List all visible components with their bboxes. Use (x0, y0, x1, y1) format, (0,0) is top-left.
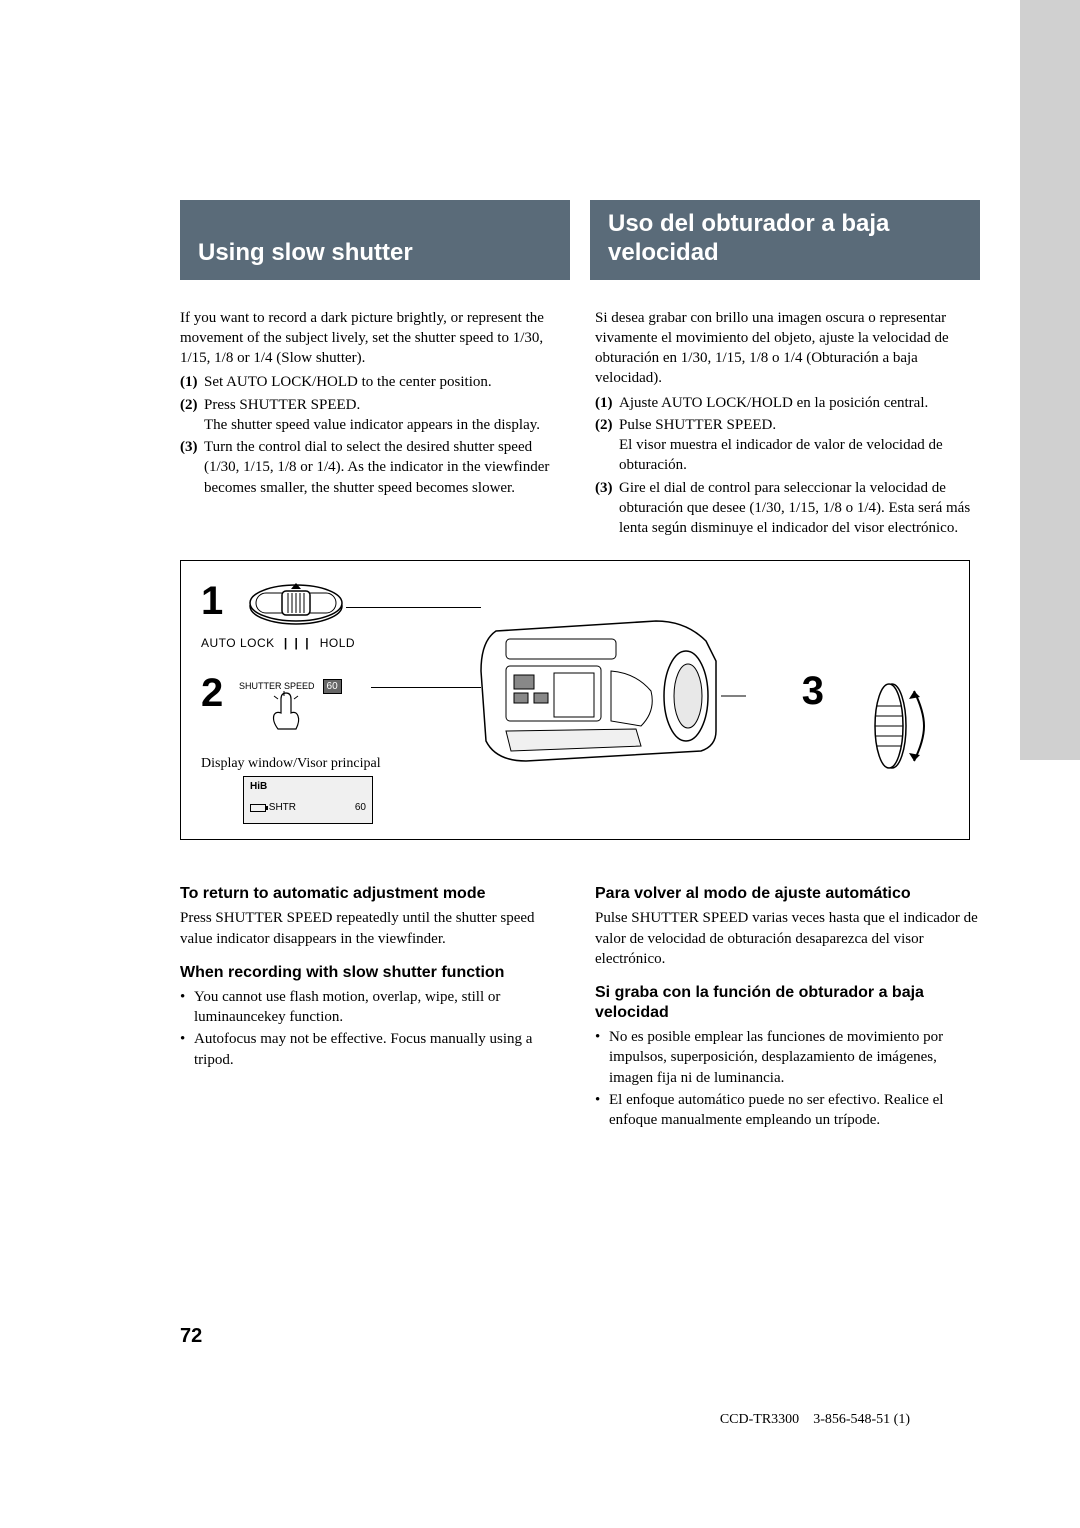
step-num: (3) (595, 478, 619, 539)
page-content: Using slow shutter Uso del obturador a b… (0, 0, 1080, 1132)
battery-icon (250, 804, 266, 812)
control-dial-icon (864, 671, 934, 781)
bullet-text: Autofocus may not be effective. Focus ma… (194, 1029, 565, 1070)
step: (2) Press SHUTTER SPEED. The shutter spe… (180, 395, 565, 436)
switch-label-right: HOLD (320, 636, 355, 650)
subheading: To return to automatic adjustment mode (180, 884, 565, 904)
step: (1) Set AUTO LOCK/HOLD to the center pos… (180, 372, 565, 392)
step-body: Pulse SHUTTER SPEED. El visor muestra el… (619, 415, 980, 476)
step-num: (3) (180, 437, 204, 498)
title-left: Using slow shutter (180, 200, 570, 280)
list-item: You cannot use flash motion, overlap, wi… (180, 987, 565, 1028)
subheading: Para volver al modo de ajuste automático (595, 884, 980, 904)
lcd-display: HiB SHTR 60 (243, 776, 373, 824)
step: (3) Gire el dial de control para selecci… (595, 478, 980, 539)
step-num: (1) (180, 372, 204, 392)
title-right: Uso del obturador a baja velocidad (590, 200, 980, 280)
sub-body: Press SHUTTER SPEED repeatedly until the… (180, 908, 565, 949)
step-body-b: El visor muestra el indicador de valor d… (619, 437, 943, 473)
step: (3) Turn the control dial to select the … (180, 437, 565, 498)
title-left-text: Using slow shutter (198, 239, 413, 268)
intro-right: Si desea grabar con brillo una imagen os… (595, 308, 980, 389)
step: (1) Ajuste AUTO LOCK/HOLD en la posición… (595, 393, 980, 413)
hand-press-icon (266, 691, 306, 741)
step-body-a: Pulse SHUTTER SPEED. (619, 417, 776, 433)
diagram-step-1: 1 (201, 579, 223, 624)
title-row: Using slow shutter Uso del obturador a b… (180, 200, 980, 280)
step-body: Ajuste AUTO LOCK/HOLD en la posición cen… (619, 393, 980, 413)
lcd-hi8: HiB (250, 781, 366, 792)
side-tab (1020, 0, 1080, 760)
footer-code: 3-856-548-51 (1) (813, 1412, 910, 1427)
step-num: (2) (595, 415, 619, 476)
step-body: Turn the control dial to select the desi… (204, 437, 565, 498)
switch-icon (246, 581, 346, 631)
shutter-value-box: 60 (323, 679, 342, 694)
step-body-a: Press SHUTTER SPEED. (204, 397, 360, 413)
subheading: When recording with slow shutter functio… (180, 963, 565, 983)
lcd-60: 60 (355, 802, 366, 813)
intro-columns: If you want to record a dark picture bri… (180, 308, 980, 541)
shutter-speed-label: SHUTTER SPEED (239, 681, 315, 691)
bullet-text: You cannot use flash motion, overlap, wi… (194, 987, 565, 1028)
footer-model: CCD-TR3300 (720, 1412, 799, 1427)
step-body: Set AUTO LOCK/HOLD to the center positio… (204, 372, 565, 392)
switch-label: AUTO LOCK | | | HOLD (201, 636, 355, 650)
list-item: Autofocus may not be effective. Focus ma… (180, 1029, 565, 1070)
col-right-lower: Para volver al modo de ajuste automático… (595, 870, 980, 1132)
step-num: (1) (595, 393, 619, 413)
title-right-text: Uso del obturador a baja velocidad (608, 210, 889, 266)
subheading: Si graba con la función de obturador a b… (595, 983, 980, 1023)
step-body-b: The shutter speed value indicator appear… (204, 417, 540, 433)
lcd-shtr: SHTR (269, 802, 296, 813)
instruction-diagram: 1 AUTO LOCK | | | HOLD 2 SHUTTER SPEED 6… (180, 560, 970, 840)
col-right: Si desea grabar con brillo una imagen os… (595, 308, 980, 541)
list-item: El enfoque automático puede no ser efect… (595, 1090, 980, 1131)
step-num: (2) (180, 395, 204, 436)
list-item: No es posible emplear las funciones de m… (595, 1027, 980, 1088)
step: (2) Pulse SHUTTER SPEED. El visor muestr… (595, 415, 980, 476)
page-number: 72 (180, 1325, 202, 1348)
diagram-step-2: 2 (201, 671, 223, 716)
col-left: If you want to record a dark picture bri… (180, 308, 565, 541)
intro-left: If you want to record a dark picture bri… (180, 308, 565, 369)
switch-label-left: AUTO LOCK (201, 636, 275, 650)
bullet-text: No es posible emplear las funciones de m… (609, 1027, 980, 1088)
footer-text: CCD-TR3300 3-856-548-51 (1) (720, 1412, 910, 1428)
camcorder-illustration (456, 601, 746, 781)
lower-columns: To return to automatic adjustment mode P… (180, 870, 980, 1132)
bullet-text: El enfoque automático puede no ser efect… (609, 1090, 980, 1131)
sub-body: Pulse SHUTTER SPEED varias veces hasta q… (595, 908, 980, 969)
diagram-step-3: 3 (802, 669, 824, 714)
col-left-lower: To return to automatic adjustment mode P… (180, 870, 565, 1132)
step-body: Gire el dial de control para seleccionar… (619, 478, 980, 539)
step-body: Press SHUTTER SPEED. The shutter speed v… (204, 395, 565, 436)
display-window-label: Display window/Visor principal (201, 756, 381, 772)
